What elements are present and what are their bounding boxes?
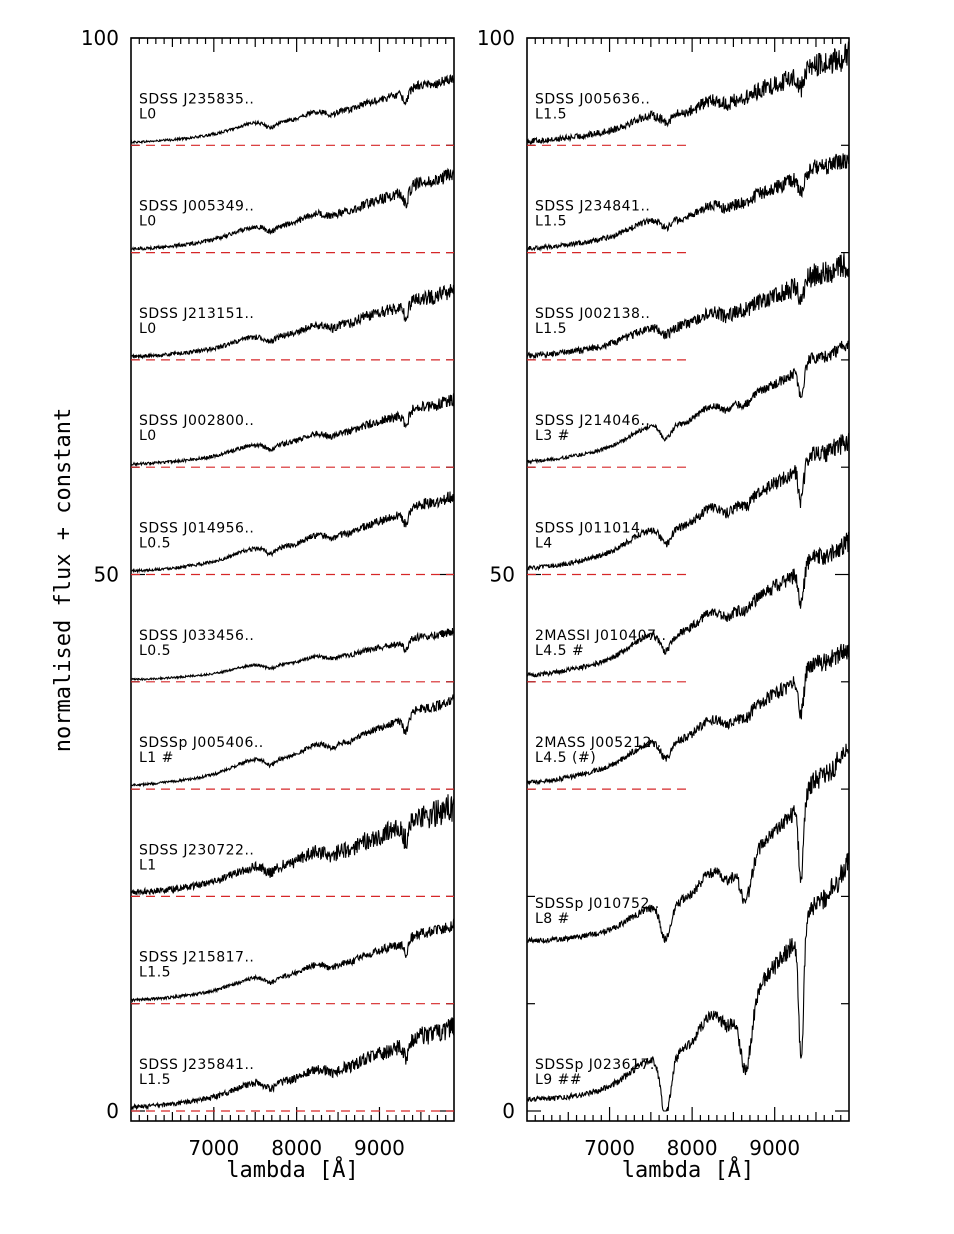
spectrum-line: [526, 743, 850, 945]
spectrum-line: [130, 393, 455, 467]
spectrum-name-label: 2MASS J005212..: [535, 735, 662, 751]
spectrum-line: [526, 643, 850, 786]
spectral-type-label: L0: [139, 106, 157, 122]
spectrum-name-label: SDSS J235835..: [139, 91, 254, 107]
spectral-type-label: L0.5: [139, 643, 171, 659]
spectrum-line: [130, 74, 455, 145]
x-tick-label: 9000: [749, 1136, 800, 1160]
spectrum-name-label: SDSS J002138..: [535, 306, 650, 322]
x-tick-label: 9000: [354, 1136, 405, 1160]
spectrum-line: [130, 167, 455, 252]
spectrum-line: [130, 918, 455, 1003]
plot-frame: [526, 37, 850, 1122]
y-tick-label: 50: [94, 563, 119, 587]
spectrum-name-label: SDSS J215817..: [139, 950, 254, 966]
plot-frame: [130, 37, 455, 1122]
spectral-type-label: L8 #: [535, 911, 570, 927]
spectral-type-label: L1.5: [139, 965, 171, 981]
spectrum-name-label: SDSS J005636..: [535, 91, 650, 107]
spectral-type-label: L1.5: [535, 106, 567, 122]
spectral-type-label: L0: [139, 214, 157, 230]
spectrum-name-label: SDSSp J005406..: [139, 735, 264, 751]
spectral-type-label: L1 #: [139, 750, 174, 766]
y-tick-label: 50: [490, 563, 515, 587]
spectrum-line: [130, 491, 455, 574]
spectrum-name-label: SDSS J214046..: [535, 413, 650, 429]
x-tick-label: 7000: [188, 1136, 239, 1160]
x-axis-label: lambda [Å]: [622, 1156, 754, 1183]
spectrum-name-label: SDSS J014956..: [139, 521, 254, 537]
spectral-type-label: L0.5: [139, 536, 171, 552]
spectral-type-label: L1: [139, 857, 157, 873]
spectrum-name-label: SDSS J002800..: [139, 413, 254, 429]
spectrum-name-label: SDSS J234841..: [535, 199, 650, 215]
x-tick-label: 7000: [584, 1136, 635, 1160]
spectral-type-label: L9 ##: [535, 1072, 582, 1088]
spectrum-line: [526, 253, 850, 360]
spectral-type-label: L1.5: [535, 214, 567, 230]
spectrum-line: [526, 41, 850, 145]
y-tick-label: 100: [81, 26, 119, 50]
spectrum-line: [130, 694, 455, 788]
left-panel: 7000 8000 9000 0 50 100 lambda [Å] SDSS J235835…: [81, 26, 455, 1183]
spectrum-name-label: SDSSp J010752..: [535, 896, 660, 912]
spectral-type-label: L0: [139, 428, 157, 444]
spectrum-name-label: SDSS J235841..: [139, 1057, 254, 1073]
x-tick-label: 8000: [271, 1136, 322, 1160]
y-tick-label: 0: [106, 1099, 119, 1123]
right-panel: 7000 8000 9000 0 50 100 lambda [Å] SDSS J005636…: [477, 26, 850, 1183]
spectral-type-label: L1.5: [139, 1072, 171, 1088]
x-tick-label: 8000: [667, 1136, 718, 1160]
spectrum-line: [526, 340, 850, 465]
spectrum-name-label: SDSS J011014..: [535, 521, 650, 537]
spectral-type-label: L4: [535, 536, 553, 552]
spectrum-line: [526, 531, 850, 678]
spectral-type-label: L3 #: [535, 428, 570, 444]
spectral-type-label: L4.5 (#): [535, 750, 596, 766]
spectrum-name-label: SDSS J230722..: [139, 842, 254, 858]
y-axis-label: normalised flux + constant: [51, 408, 76, 752]
spectrum-line: [526, 432, 850, 572]
spectrum-name-label: SDSS J213151..: [139, 306, 254, 322]
spectrum-line: [526, 146, 850, 252]
spectrum-name-label: SDSS J005349..: [139, 199, 254, 215]
spectrum-name-label: SDSS J033456..: [139, 628, 254, 644]
spectrum-line: [130, 1017, 455, 1111]
spectrum-line: [130, 794, 455, 896]
spectrum-line: [130, 628, 455, 682]
spectrum-line: [130, 284, 455, 360]
spectral-type-label: L4.5 #: [535, 643, 584, 659]
spectral-type-label: L0: [139, 321, 157, 337]
x-axis-label: lambda [Å]: [226, 1156, 358, 1183]
y-tick-label: 0: [502, 1099, 515, 1123]
spectrum-name-label: SDSSp J023617..: [535, 1057, 660, 1073]
spectrum-name-label: 2MASSI J010407..: [535, 628, 666, 644]
y-tick-label: 100: [477, 26, 515, 50]
spectral-type-label: L1.5: [535, 321, 567, 337]
spectrum-line: [526, 852, 850, 1112]
